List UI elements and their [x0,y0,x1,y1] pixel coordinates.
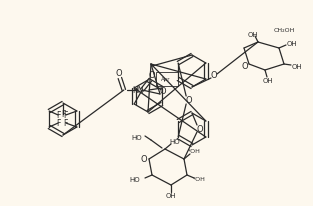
Text: OH: OH [287,41,297,47]
Text: F: F [64,119,68,128]
Text: O: O [197,125,203,134]
Text: OH: OH [166,192,176,198]
Text: F: F [56,111,60,120]
Text: CH₂OH: CH₂OH [273,28,295,33]
Text: O: O [149,71,156,80]
Text: Apr: Apr [161,77,171,82]
Text: HO: HO [170,138,180,144]
Text: HO: HO [131,134,142,140]
Text: HO: HO [129,176,140,182]
Text: OH: OH [263,78,273,84]
Text: F: F [64,111,68,120]
Text: OH: OH [248,32,258,38]
Text: F: F [56,119,60,128]
Text: *OH: *OH [192,177,205,182]
Text: OH: OH [292,64,302,70]
Text: O: O [115,69,122,78]
Text: O: O [211,71,217,80]
Text: O: O [160,87,166,96]
Text: O: O [186,96,192,105]
Text: O: O [242,62,248,71]
Text: HN: HN [132,86,144,95]
Text: *OH: *OH [187,149,200,154]
Text: F: F [61,110,65,119]
Text: O: O [141,155,147,164]
